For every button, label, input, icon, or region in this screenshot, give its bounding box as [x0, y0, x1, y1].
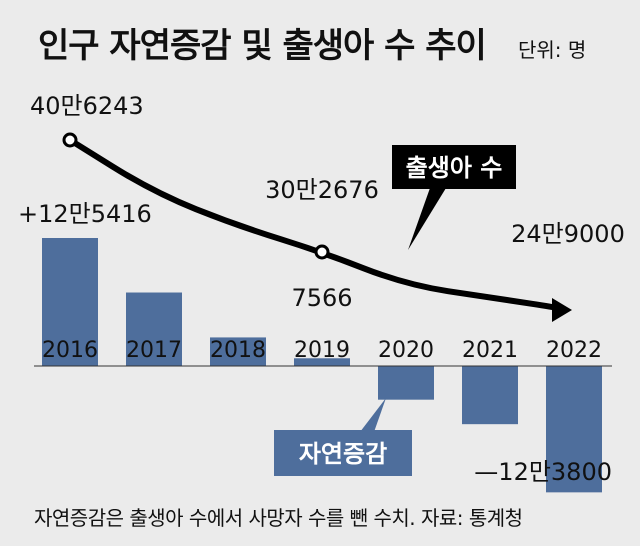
x-tick-label: 2022 [546, 338, 602, 363]
bar-2018 [210, 337, 266, 366]
unit-label: 단위: 명 [518, 38, 587, 62]
births-label-2019: 30만2676 [265, 176, 379, 204]
chart-title: 인구 자연증감 및 출생아 수 추이 [38, 26, 487, 66]
natural-change-callout-box [274, 430, 412, 476]
x-tick-label: 2019 [294, 338, 350, 363]
births-callout-pointer [408, 188, 446, 250]
natural-change-label-2019: 7566 [291, 284, 352, 312]
births-label-2022: 24만9000 [511, 220, 625, 248]
bar-2020 [378, 366, 434, 400]
legend-births: 출생아 수 [406, 154, 503, 182]
x-tick-label: 2021 [462, 338, 518, 363]
x-tick-label: 2020 [378, 338, 434, 363]
x-tick-label: 2017 [126, 338, 182, 363]
births-callout-box [392, 145, 516, 189]
births-label-2016: 40만6243 [30, 92, 144, 120]
births-point-2019 [314, 244, 330, 260]
source-note: 자연증감은 출생아 수에서 사망자 수를 뺀 수치. 자료: 통계청 [34, 506, 523, 530]
natural-change-label-2016: +12만5416 [18, 200, 152, 228]
bar-2021 [462, 366, 518, 425]
bar-2016 [42, 238, 98, 366]
natural-change-callout-pointer [360, 398, 386, 432]
x-tick-label: 2018 [210, 338, 266, 363]
births-line-arrowhead [552, 298, 572, 323]
bar-2017 [126, 292, 182, 366]
bar-2019 [294, 358, 350, 366]
legend-natural-change: 자연증감 [299, 440, 387, 468]
bar-2022 [546, 366, 602, 493]
births-point-2016 [62, 132, 78, 148]
natural-change-label-2022: —12만3800 [474, 458, 612, 486]
x-tick-label: 2016 [42, 338, 98, 363]
